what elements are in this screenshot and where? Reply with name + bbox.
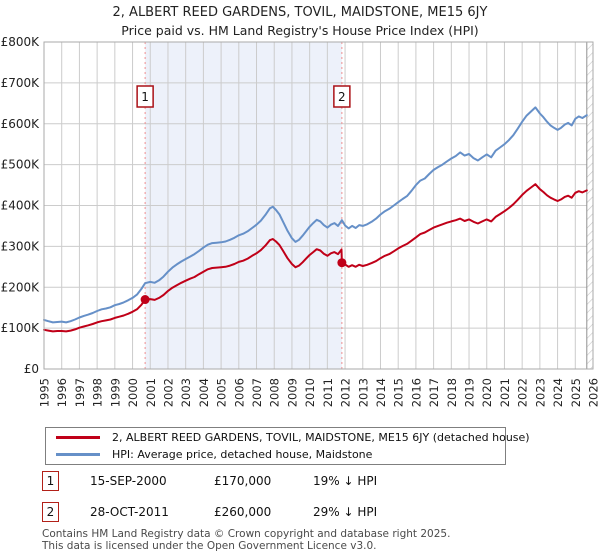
svg-text:2024: 2024 [551, 378, 565, 407]
legend-item-hpi: HPI: Average price, detached house, Maid… [46, 448, 505, 463]
svg-text:2015: 2015 [392, 378, 406, 407]
price-history-chart: 1995 1996 1997 1998 1999 2000 2001 2002 2003 2004… [1, 35, 600, 407]
svg-text:2002: 2002 [161, 378, 175, 407]
svg-text:2008: 2008 [268, 378, 282, 407]
svg-text:2012: 2012 [339, 378, 353, 407]
svg-text:2025: 2025 [569, 378, 583, 407]
svg-text:2023: 2023 [533, 378, 547, 407]
svg-text:2021: 2021 [498, 378, 512, 407]
page-subtitle: Price paid vs. HM Land Registry's House … [121, 23, 479, 38]
sale-1-hpi-delta: 19% ↓ HPI [313, 474, 378, 488]
svg-text:1997: 1997 [73, 378, 87, 407]
svg-text:2004: 2004 [197, 378, 211, 407]
svg-text:2001: 2001 [144, 378, 158, 407]
svg-text:£100K: £100K [1, 321, 41, 335]
svg-text:2: 2 [338, 90, 346, 104]
svg-text:1995: 1995 [38, 378, 52, 407]
svg-text:£700K: £700K [1, 76, 41, 90]
svg-text:£0: £0 [24, 362, 39, 376]
sale-2-hpi-delta: 29% ↓ HPI [313, 505, 378, 519]
svg-text:2010: 2010 [303, 378, 317, 407]
svg-text:£200K: £200K [1, 280, 41, 294]
sale-row-1: 1 15-SEP-2000 £170,000 19% ↓ HPI [42, 470, 562, 492]
sale-1-date: 15-SEP-2000 [90, 474, 167, 488]
svg-text:1996: 1996 [55, 378, 69, 407]
chart-legend: 2, ALBERT REED GARDENS, TOVIL, MAIDSTONE… [45, 427, 530, 465]
sale-1-marker: 1 [42, 471, 59, 491]
svg-text:2022: 2022 [516, 378, 530, 407]
svg-text:£600K: £600K [1, 117, 41, 131]
footer-line-2: This data is licensed under the Open Gov… [42, 539, 377, 552]
svg-text:1999: 1999 [108, 378, 122, 407]
sale-annotations: 1 15-SEP-2000 £170,000 19% ↓ HPI 2 28-OC… [42, 470, 562, 532]
sale-2-date: 28-OCT-2011 [90, 505, 169, 519]
property-line-swatch [56, 435, 100, 439]
svg-text:2020: 2020 [480, 378, 494, 407]
svg-text:2014: 2014 [374, 378, 388, 407]
hpi-line-swatch [56, 453, 100, 457]
svg-text:2019: 2019 [463, 378, 477, 407]
svg-text:2017: 2017 [427, 378, 441, 407]
legend-item-property: 2, ALBERT REED GARDENS, TOVIL, MAIDSTONE… [46, 430, 530, 445]
svg-text:2003: 2003 [179, 378, 193, 407]
footer-line-1: Contains HM Land Registry data © Crown c… [42, 528, 451, 540]
svg-text:2006: 2006 [232, 378, 246, 407]
license-footer: Contains HM Land Registry data © Crown c… [42, 528, 582, 552]
sale-row-2: 2 28-OCT-2011 £260,000 29% ↓ HPI [42, 501, 562, 523]
svg-text:£500K: £500K [1, 158, 41, 172]
svg-text:2007: 2007 [250, 378, 264, 407]
sale-2-marker: 2 [42, 502, 59, 522]
svg-text:£400K: £400K [1, 199, 41, 213]
svg-text:2005: 2005 [215, 378, 229, 407]
legend-label-hpi: HPI: Average price, detached house, Maid… [112, 448, 373, 462]
svg-text:2013: 2013 [356, 378, 370, 407]
svg-text:1: 1 [141, 90, 149, 104]
sale-2-price: £260,000 [214, 505, 272, 519]
legend-label-property: 2, ALBERT REED GARDENS, TOVIL, MAIDSTONE… [112, 430, 530, 444]
svg-text:2026: 2026 [587, 378, 600, 407]
svg-text:1998: 1998 [91, 378, 105, 407]
svg-text:2018: 2018 [445, 378, 459, 407]
svg-text:2016: 2016 [409, 378, 423, 407]
page-title: 2, ALBERT REED GARDENS, TOVIL, MAIDSTONE… [112, 5, 488, 20]
sale-1-price: £170,000 [214, 474, 272, 488]
svg-text:2009: 2009 [285, 378, 299, 407]
svg-text:£300K: £300K [1, 239, 41, 253]
svg-text:2011: 2011 [321, 378, 335, 407]
svg-text:£800K: £800K [1, 35, 41, 49]
svg-text:2000: 2000 [126, 378, 140, 407]
